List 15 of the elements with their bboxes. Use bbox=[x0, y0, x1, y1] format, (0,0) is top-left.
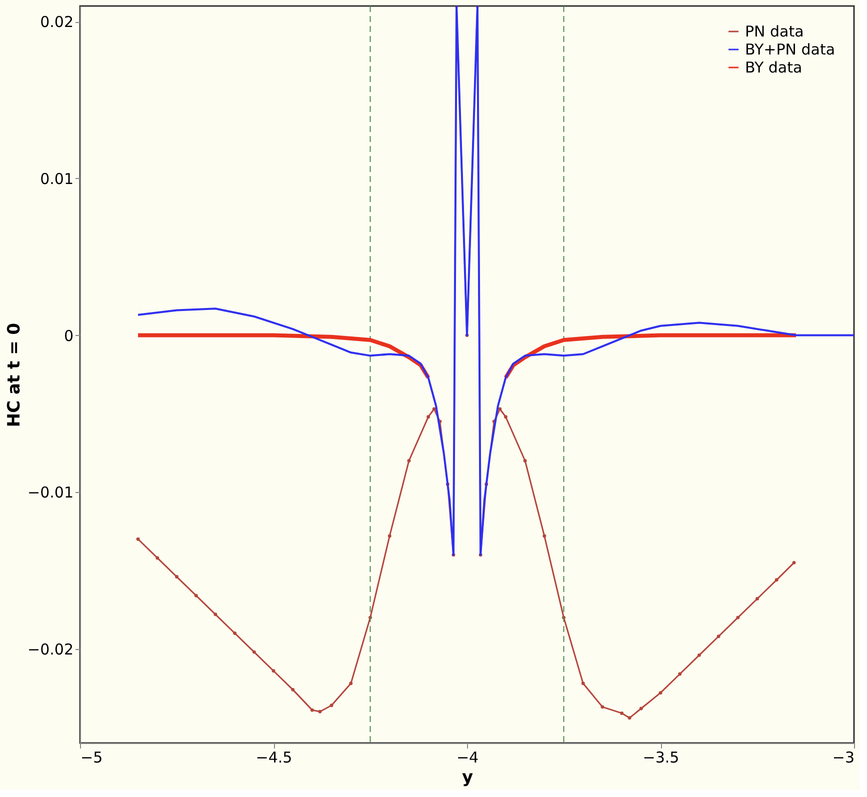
y-tick-label: 0.02 bbox=[40, 13, 74, 32]
legend-label: PN data bbox=[745, 22, 804, 40]
x-tick-label: −3 bbox=[832, 748, 854, 766]
y-tick-label: −0.02 bbox=[28, 640, 74, 658]
x-axis-title: y bbox=[462, 768, 474, 788]
x-tick-label: −3.5 bbox=[642, 748, 680, 766]
y-axis-title: HC at t = 0 bbox=[4, 322, 25, 428]
y-tick-label: 0.01 bbox=[40, 170, 74, 188]
y-tick-label: −0.01 bbox=[28, 484, 74, 502]
y-tick-label: 0 bbox=[64, 326, 74, 345]
legend-label: BY data bbox=[745, 58, 802, 76]
x-tick-label: −4.5 bbox=[256, 748, 292, 766]
x-tick-label: −5 bbox=[80, 748, 103, 766]
x-tick-label: −4 bbox=[456, 748, 479, 766]
legend-label: BY+PN data bbox=[745, 40, 836, 58]
